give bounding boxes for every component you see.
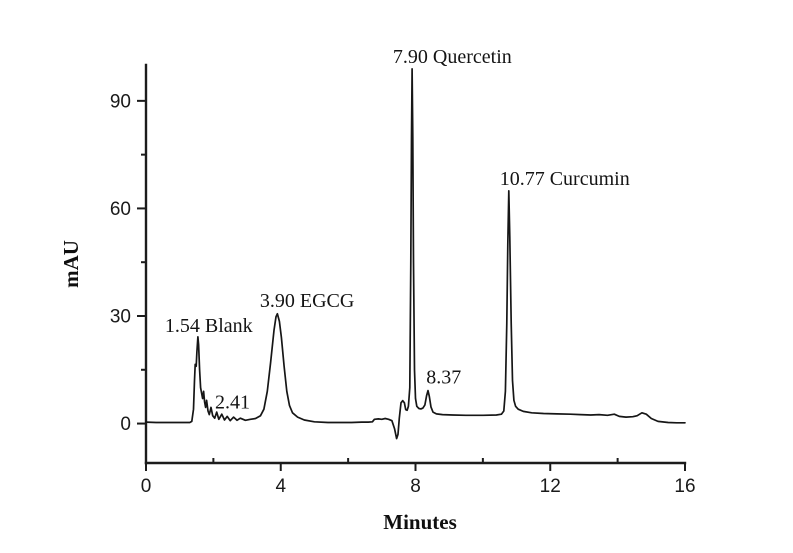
- x-tick-label: 12: [540, 476, 561, 497]
- peak-annotations-layer: 1.54 Blank 2.41 3.90 EGCG 7.90 Quercetin 8.3…: [165, 46, 630, 413]
- peak-label: 7.90 Quercetin: [393, 46, 512, 68]
- x-axis-title: Minutes: [383, 510, 457, 534]
- x-tick-label: 0: [141, 476, 152, 497]
- x-tick-label: 8: [410, 476, 421, 497]
- peak-label: 8.37: [426, 366, 461, 388]
- detector-signal-trace: [145, 68, 686, 440]
- y-tick-label: 90: [110, 91, 131, 112]
- y-axis-title: mAU: [59, 240, 83, 288]
- y-tick-label: 60: [110, 199, 131, 220]
- peak-label: 2.41: [215, 391, 250, 413]
- x-tick-label: 4: [275, 476, 286, 497]
- tick-labels-layer: 0 30 60 90 0 4 8 12 16: [110, 91, 696, 497]
- peak-label: 3.90 EGCG: [260, 290, 354, 312]
- y-tick-label: 0: [120, 414, 131, 435]
- x-tick-label: 16: [674, 476, 695, 497]
- peak-label: 1.54 Blank: [165, 315, 253, 337]
- peak-label: 10.77 Curcumin: [500, 168, 630, 190]
- ticks-layer: [137, 99, 686, 471]
- y-tick-label: 30: [110, 306, 131, 327]
